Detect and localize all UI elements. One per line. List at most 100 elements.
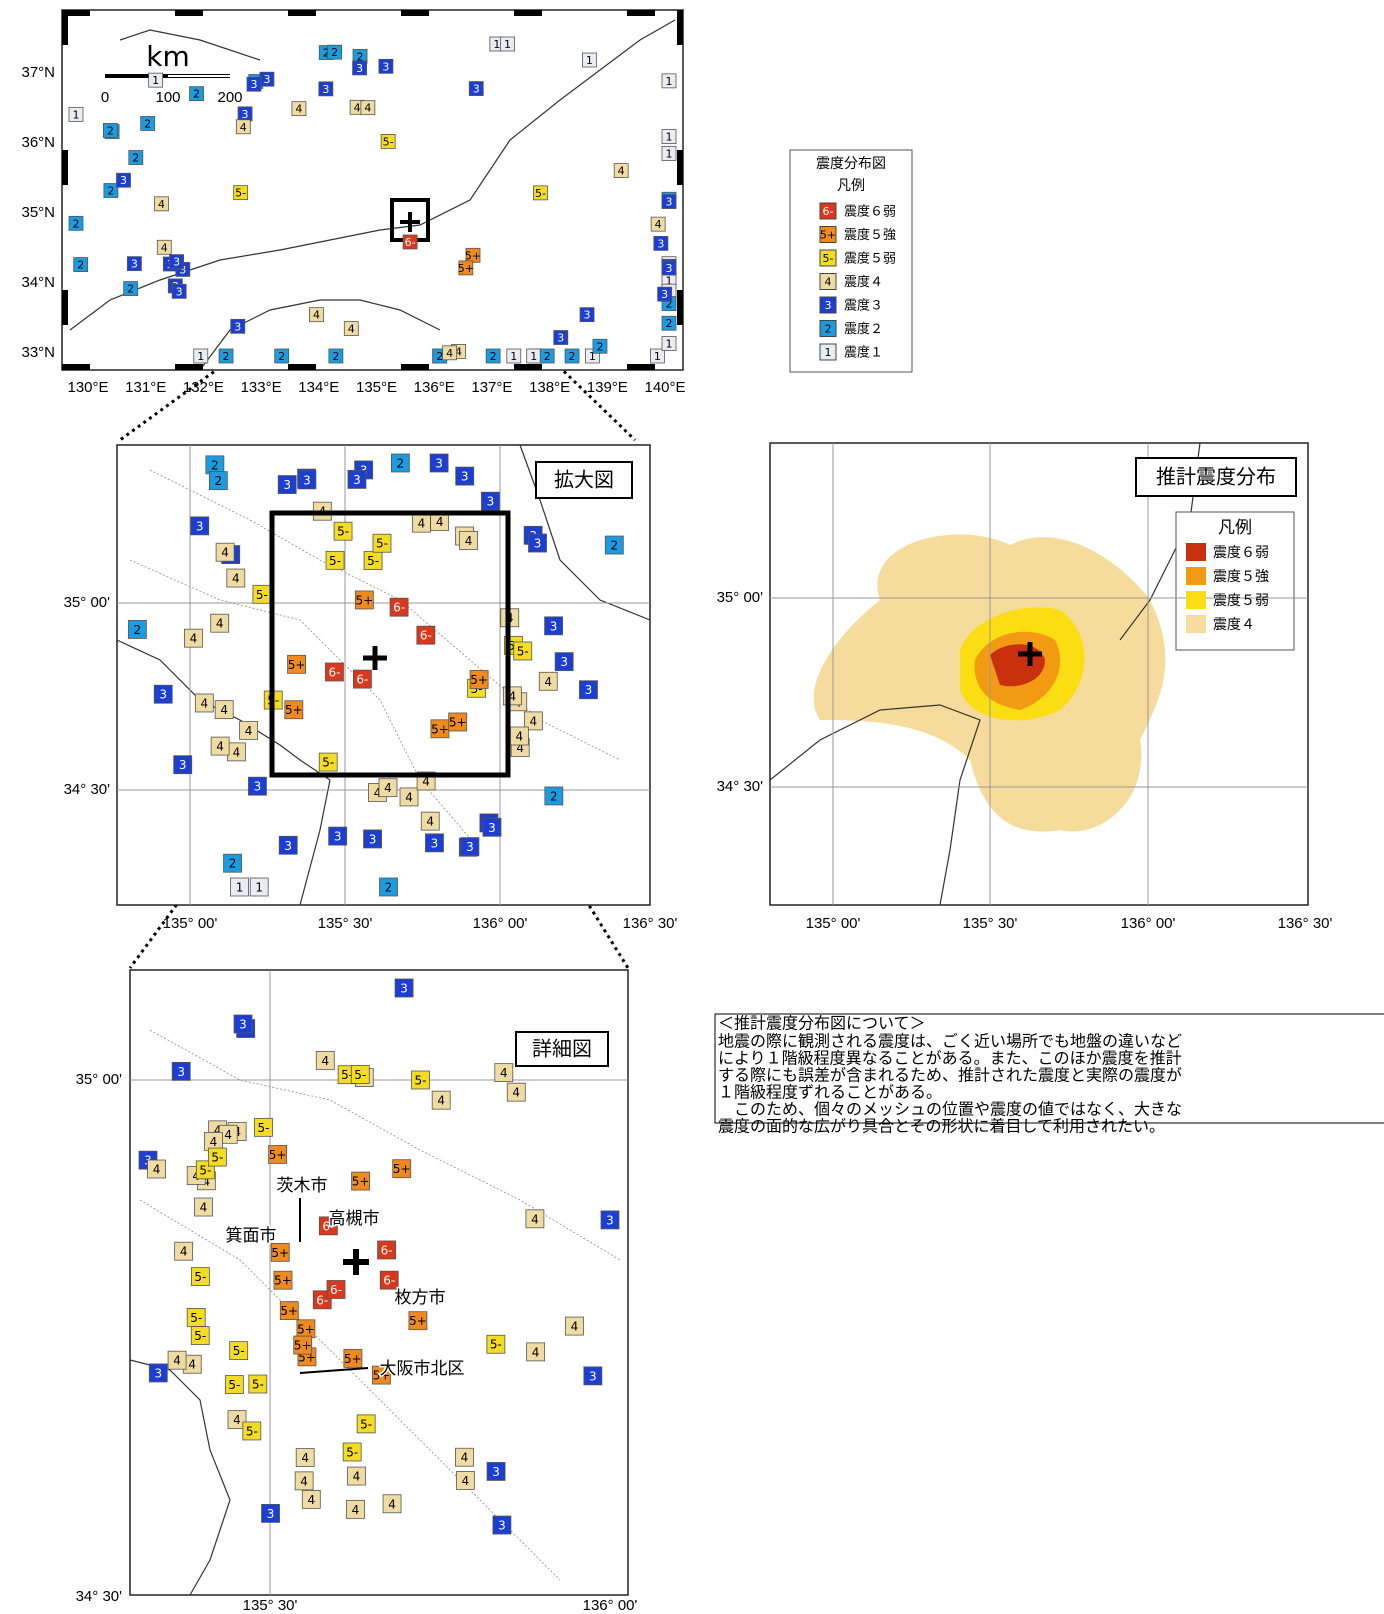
intensity-marker	[420, 811, 440, 831]
intensity-marker	[156, 239, 172, 255]
city-label: 高槻市	[329, 1209, 380, 1229]
panel-title-box	[515, 1031, 609, 1067]
intensity-label: 6-	[383, 1274, 395, 1288]
note-line: １階級程度ずれることがある。	[718, 1083, 942, 1102]
intensity-label: 5-	[228, 1378, 240, 1392]
intensity-marker	[140, 116, 156, 131]
intensity-label: 1	[666, 274, 673, 287]
intensity-label: 1	[73, 108, 80, 121]
intensity-label: 4	[512, 1086, 520, 1100]
intensity-marker	[147, 1159, 166, 1179]
intensity-marker	[273, 1270, 293, 1290]
intensity-marker	[389, 597, 409, 617]
intensity-marker	[351, 1171, 371, 1191]
intensity-label: 2	[436, 350, 443, 363]
intensity-label: 2	[569, 350, 576, 363]
intensity-label: 3	[242, 108, 249, 121]
intensity-marker	[350, 1064, 370, 1084]
intensity-label: 3	[322, 83, 329, 96]
legend-label: 震度２	[844, 321, 883, 337]
intensity-marker	[184, 628, 203, 648]
intensity-marker	[218, 348, 234, 364]
frame-tick	[62, 150, 68, 185]
frame-tick	[288, 10, 316, 16]
intensity-label: 2	[550, 789, 558, 803]
intensity-label: 5-	[360, 1417, 372, 1431]
frame-tick	[514, 364, 542, 370]
intensity-marker	[372, 1365, 391, 1385]
intensity-label: 3	[382, 60, 389, 73]
intensity-marker	[278, 835, 298, 855]
intensity-label: 5+	[393, 1162, 411, 1176]
city-label: 箕面市	[226, 1226, 277, 1246]
intensity-marker	[154, 196, 169, 212]
intensity-marker	[554, 652, 574, 672]
intensity-label: 6-	[330, 1283, 342, 1297]
intensity-label: 5+	[294, 1339, 312, 1353]
intensity-label: 5+	[285, 703, 303, 717]
intensity-marker	[380, 133, 396, 149]
intensity-label: 4	[220, 703, 228, 717]
frame-tick	[677, 150, 683, 185]
intensity-label: 3	[263, 73, 270, 86]
intensity-marker	[544, 616, 564, 636]
intensity-label: 1	[510, 350, 517, 363]
intensity-marker	[613, 163, 629, 178]
intensity-label: 4	[426, 815, 434, 829]
note-line: このため、個々のメッシュの位置や震度の値ではなく、大きな	[718, 1100, 1182, 1119]
legend-symbol: 2	[825, 323, 832, 336]
lon-label: 135° 00'	[163, 915, 218, 932]
intensity-marker	[661, 194, 677, 209]
intensity-marker	[553, 330, 569, 345]
intensity-marker	[343, 1348, 363, 1368]
intensity-marker	[274, 348, 290, 364]
intensity-label: 3	[661, 288, 668, 301]
intensity-marker	[325, 550, 345, 570]
intensity-label: 3	[666, 196, 673, 209]
intensity-marker	[214, 700, 234, 720]
intensity-marker	[360, 100, 376, 116]
intensity-marker	[455, 1471, 475, 1490]
intensity-marker	[494, 1063, 514, 1083]
intensity-label: 4	[173, 1354, 181, 1368]
lon-label: 134°E	[298, 379, 339, 396]
intensity-label: 2	[77, 259, 84, 272]
intensity-label: 6-	[322, 1219, 334, 1233]
intensity-label: 4	[233, 1413, 241, 1427]
intensity-marker	[482, 817, 502, 837]
intensity-label: 4	[245, 724, 253, 738]
intensity-label: 1	[530, 350, 537, 363]
intensity-marker	[356, 1414, 376, 1434]
intensity-label: 3	[657, 237, 664, 250]
intensity-marker	[208, 471, 228, 491]
lat-label: 36°N	[21, 134, 55, 151]
intensity-label: 1	[197, 350, 204, 363]
intensity-label: 6-	[328, 665, 340, 679]
intensity-label: 3	[159, 688, 167, 702]
intensity-label: 5+	[352, 1175, 370, 1189]
intensity-marker	[223, 853, 242, 873]
intensity-marker	[408, 1311, 428, 1331]
intensity-marker	[528, 533, 547, 553]
lon-label: 136°E	[414, 379, 455, 396]
intensity-marker	[224, 1375, 244, 1394]
intensity-label: 4	[436, 515, 444, 529]
intensity-marker	[347, 470, 367, 489]
intensity-marker	[538, 671, 558, 691]
intensity-marker	[230, 877, 249, 897]
intensity-label: 6-	[356, 673, 368, 687]
intensity-marker	[210, 736, 230, 756]
intensity-marker	[148, 72, 164, 88]
intensity-marker	[295, 1448, 315, 1467]
lon-label: 140°E	[644, 379, 685, 396]
intensity-label: 1	[152, 74, 159, 87]
intensity-marker	[248, 1374, 268, 1394]
intensity-label: 4	[161, 241, 168, 254]
intensity-marker	[382, 1494, 402, 1514]
note-line: により１階級程度異なることがある。また、このほか震度を推計	[718, 1049, 1182, 1068]
epicenter	[1018, 642, 1042, 666]
intensity-label: 1	[654, 350, 661, 363]
intensity-label: 5-	[211, 1151, 223, 1165]
city-label: 茨木市	[277, 1176, 328, 1196]
scale-tick: 100	[155, 89, 180, 106]
